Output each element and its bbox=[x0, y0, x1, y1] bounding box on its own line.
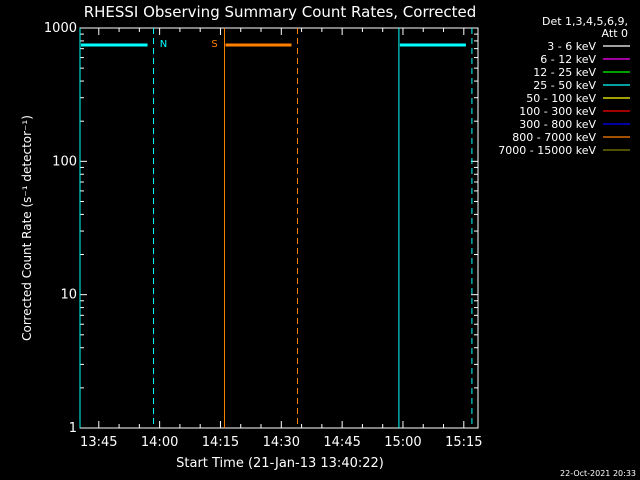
legend-label: 12 - 25 keV bbox=[533, 66, 596, 79]
legend-label: 7000 - 15000 keV bbox=[498, 144, 596, 157]
y-tick-label: 1 bbox=[69, 421, 77, 436]
flag-n-label: N bbox=[160, 39, 167, 50]
x-tick-label: 14:30 bbox=[263, 435, 300, 450]
legend-label: 800 - 7000 keV bbox=[512, 131, 596, 144]
legend-label: 300 - 800 keV bbox=[519, 118, 596, 131]
x-tick-label: 14:00 bbox=[141, 435, 178, 450]
plot-area: 1 10 100 1000 13:45 14:00 14:15 14:30 14:45 15:00… bbox=[44, 21, 630, 450]
y-tick-label: 10 bbox=[60, 288, 77, 303]
y-tick-label: 100 bbox=[52, 154, 77, 169]
legend-header-att: Att 0 bbox=[602, 27, 628, 40]
legend-label: 3 - 6 keV bbox=[547, 40, 596, 53]
legend-header-det: Det 1,3,4,5,6,9, bbox=[542, 15, 628, 28]
x-tick-label: 15:00 bbox=[384, 435, 421, 450]
flag-s-label: S bbox=[211, 39, 217, 50]
chart-title: RHESSI Observing Summary Count Rates, Co… bbox=[84, 3, 477, 21]
x-tick-label: 14:45 bbox=[323, 435, 360, 450]
x-axis-label: Start Time (21-Jan-13 13:40:22) bbox=[176, 456, 384, 471]
timestamp: 22-Oct-2021 20:33 bbox=[560, 469, 636, 478]
x-tick-label: 13:45 bbox=[80, 435, 117, 450]
legend-label: 50 - 100 keV bbox=[526, 92, 596, 105]
plot-frame bbox=[79, 27, 479, 429]
x-tick-label: 14:15 bbox=[202, 435, 239, 450]
legend-label: 25 - 50 keV bbox=[533, 79, 596, 92]
legend-label: 6 - 12 keV bbox=[540, 53, 596, 66]
legend-label: 100 - 300 keV bbox=[519, 105, 596, 118]
y-tick-label: 1000 bbox=[44, 21, 77, 36]
x-tick-label: 15:15 bbox=[445, 435, 482, 450]
y-axis-label: Corrected Count Rate (s⁻¹ detector⁻¹) bbox=[20, 115, 34, 341]
